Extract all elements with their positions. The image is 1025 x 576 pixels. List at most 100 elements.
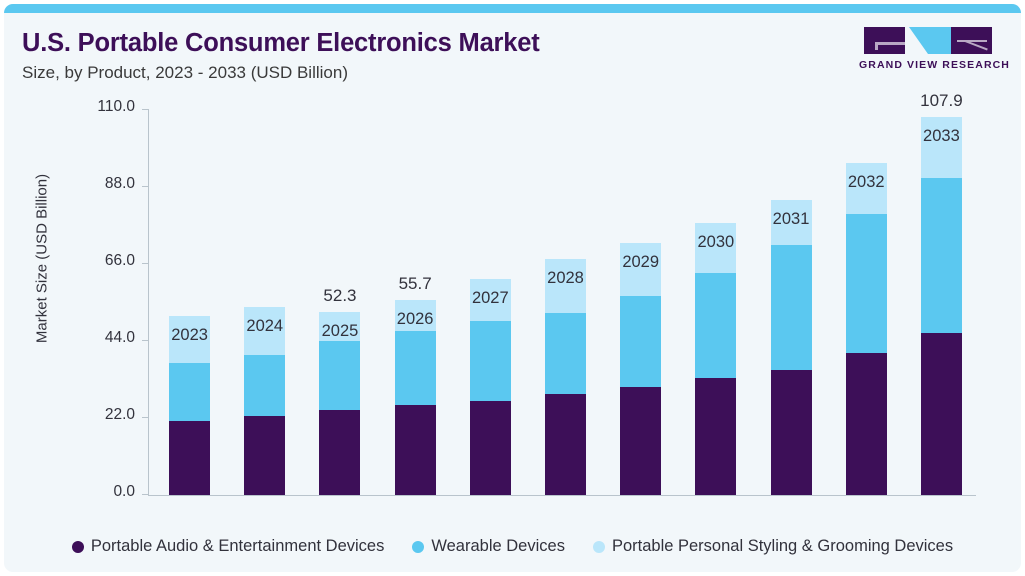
x-axis-tick-label: 2026 [396, 310, 434, 329]
x-axis-tick-label: 2029 [622, 253, 660, 271]
y-axis-tick-label: 22.0 [104, 406, 135, 423]
x-axis-tick-label: 2028 [547, 269, 584, 288]
y-axis-tick: 110.0 [73, 98, 149, 115]
logo-g-tick [875, 42, 878, 50]
bar-value-label: 55.7 [398, 274, 432, 294]
bar-segment-2[interactable] [920, 178, 962, 333]
bar-segment-2[interactable] [394, 331, 436, 406]
bar-2031[interactable]: 2031 [770, 200, 812, 495]
bar-segment-3[interactable] [920, 117, 962, 179]
y-axis-tick-mark [142, 494, 149, 495]
y-axis-tick: 22.0 [73, 406, 149, 423]
y-axis-tick-label: 44.0 [104, 329, 135, 346]
legend-item-1[interactable]: Portable Audio & Entertainment Devices [71, 537, 385, 556]
bar-segment-1[interactable] [169, 420, 211, 495]
bar-segment-2[interactable] [169, 362, 211, 421]
x-axis-tick-label: 2033 [923, 127, 960, 146]
bar-segment-2[interactable] [244, 355, 286, 417]
y-axis-label: Market Size (USD Billion) [33, 173, 51, 344]
logo-wordmark: GRAND VIEW RESEARCH [859, 59, 1010, 71]
bar-2030[interactable]: 2030 [695, 222, 737, 495]
bar-segment-1[interactable] [770, 369, 812, 495]
bar-2029[interactable]: 2029 [620, 243, 662, 495]
bar-segment-2[interactable] [469, 321, 511, 401]
chart-card: U.S. Portable Consumer Electronics Marke… [4, 4, 1021, 572]
x-axis-tick-label: 2032 [847, 173, 885, 192]
bar-segment-3[interactable] [169, 315, 211, 363]
bar-segment-1[interactable] [695, 377, 737, 495]
bar-segment-2[interactable] [319, 341, 361, 410]
bar-value-label: 107.9 [920, 91, 963, 111]
y-axis-tick-mark [142, 263, 149, 264]
bar-segment-1[interactable] [545, 393, 586, 495]
x-axis-tick-label: 2030 [697, 232, 735, 251]
bar-segment-1[interactable] [469, 400, 511, 495]
logo-r-mark-icon [951, 27, 992, 54]
bar-2026[interactable]: 55.7 2026 [394, 274, 436, 495]
bar-value-label: 52.3 [323, 285, 357, 305]
plot-wrapper: Market Size (USD Billion) 0.0 22.0 44.0 66.… [4, 4, 1021, 572]
y-axis-tick-mark [142, 109, 149, 110]
bar-segment-3[interactable] [770, 200, 812, 246]
bar-segment-2[interactable] [845, 213, 887, 353]
y-axis-tick-label: 88.0 [104, 175, 135, 192]
legend-item-3[interactable]: Portable Personal Styling & Grooming Dev… [592, 537, 954, 556]
bar-segment-3[interactable] [545, 259, 586, 313]
x-axis-tick-label: 2027 [471, 289, 509, 308]
plot-area: 0.0 22.0 44.0 66.0 88.0 110.0 2023 2024 52.3 2025… [97, 91, 976, 500]
bar-2032[interactable]: 2032 [845, 163, 887, 495]
x-axis-tick-label: 2024 [246, 317, 284, 336]
logo-g-mark-icon [864, 27, 905, 54]
grand-view-research-logo: GRAND VIEW RESEARCH [843, 27, 1009, 75]
y-axis-tick-mark [142, 417, 149, 418]
bar-segment-3[interactable] [394, 300, 436, 332]
bar-segment-2[interactable] [695, 272, 737, 378]
bar-segment-1[interactable] [620, 386, 662, 495]
bar-segment-2[interactable] [770, 245, 812, 370]
y-axis-tick: 66.0 [73, 252, 149, 269]
bar-segment-3[interactable] [620, 243, 662, 296]
y-axis-tick-mark [142, 186, 149, 187]
y-axis-tick-label: 66.0 [104, 252, 135, 269]
top-accent-bar [4, 4, 1021, 13]
legend-swatch-icon [71, 540, 84, 553]
bar-segment-3[interactable] [845, 163, 887, 214]
logo-g-bar [875, 42, 905, 45]
bar-2023[interactable]: 2023 [169, 315, 211, 495]
bar-2024[interactable]: 2024 [244, 307, 286, 495]
y-axis-tick: 44.0 [73, 329, 149, 346]
y-axis-tick-label: 0.0 [113, 483, 135, 500]
x-axis-tick-label: 2023 [171, 325, 208, 344]
bar-2025[interactable]: 52.3 2025 [319, 286, 361, 495]
bar-segment-3[interactable] [469, 279, 511, 322]
chart-legend: Portable Audio & Entertainment Devices We… [4, 537, 1021, 556]
bar-segment-3[interactable] [319, 311, 361, 341]
logo-r-bar [957, 40, 987, 42]
bar-segment-3[interactable] [695, 222, 737, 273]
bar-segment-1[interactable] [845, 352, 887, 495]
bar-2028[interactable]: 2028 [545, 259, 586, 495]
legend-label: Wearable Devices [431, 537, 565, 555]
bar-segment-1[interactable] [920, 332, 962, 495]
bar-segment-1[interactable] [394, 405, 436, 495]
chart-title: U.S. Portable Consumer Electronics Marke… [22, 29, 540, 57]
legend-label: Portable Personal Styling & Grooming Dev… [611, 537, 954, 555]
y-axis-tick-label: 110.0 [97, 98, 135, 115]
bar-segment-1[interactable] [319, 409, 361, 495]
y-axis-tick-mark [142, 340, 149, 341]
bar-2033[interactable]: 107.9 2033 [920, 91, 963, 495]
legend-item-2[interactable]: Wearable Devices [412, 537, 565, 556]
legend-swatch-icon [592, 540, 605, 553]
bar-segment-1[interactable] [244, 416, 286, 495]
y-axis-tick: 88.0 [73, 175, 149, 192]
bar-segment-3[interactable] [244, 307, 286, 355]
legend-label: Portable Audio & Entertainment Devices [90, 537, 385, 555]
bar-segment-2[interactable] [545, 312, 586, 394]
legend-swatch-icon [412, 540, 425, 553]
bar-2027[interactable]: 2027 [469, 279, 511, 495]
x-axis-tick-label: 2031 [772, 210, 810, 229]
x-axis-tick-label: 2025 [321, 321, 359, 340]
bar-segment-2[interactable] [620, 295, 662, 387]
y-axis-tick: 0.0 [73, 483, 149, 500]
chart-subtitle: Size, by Product, 2023 - 2033 (USD Billi… [22, 63, 348, 82]
